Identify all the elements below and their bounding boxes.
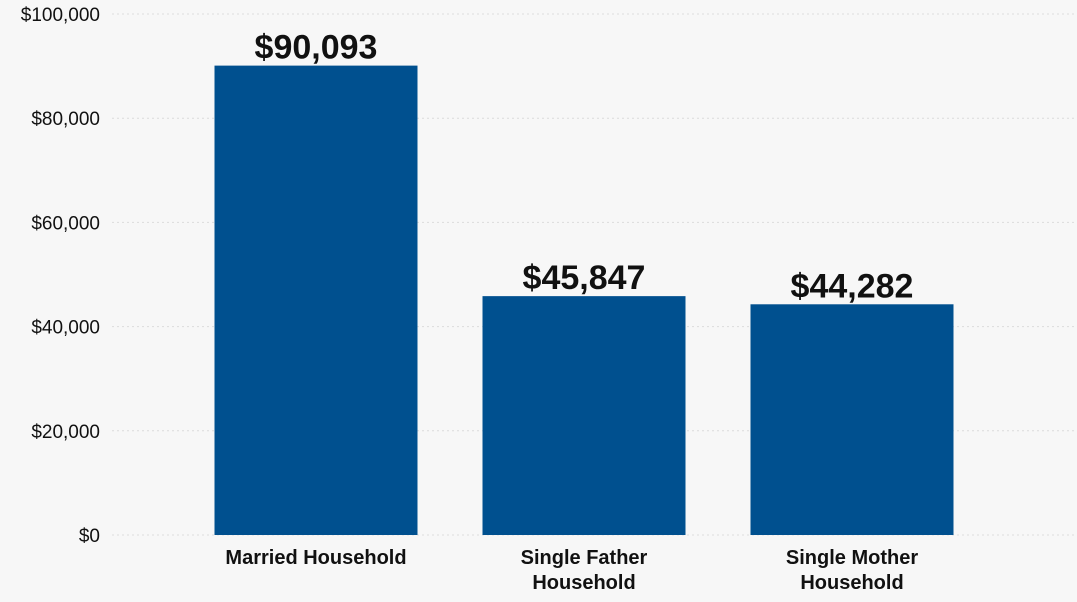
y-axis-ticks: $0 $20,000 $40,000 $60,000 $80,000 $100,000 bbox=[21, 5, 100, 547]
data-label: $45,847 bbox=[523, 259, 646, 297]
y-tick-label: $20,000 bbox=[31, 422, 100, 443]
data-labels: $90,093 $45,847 $44,282 bbox=[255, 29, 914, 306]
data-label: $44,282 bbox=[791, 267, 914, 305]
bar bbox=[482, 296, 686, 535]
y-tick-label: $0 bbox=[79, 526, 100, 547]
y-tick-label: $40,000 bbox=[31, 318, 100, 339]
x-axis-ticks: Married Household Single Father Household S… bbox=[225, 547, 918, 594]
x-tick-label: Single Mother bbox=[786, 547, 918, 569]
x-tick-label: Household bbox=[532, 572, 635, 594]
data-label: $90,093 bbox=[255, 29, 378, 67]
x-tick-label: Married Household bbox=[225, 547, 406, 569]
x-tick-label: Household bbox=[800, 572, 903, 594]
bars bbox=[214, 65, 954, 535]
x-tick-label: Single Father bbox=[521, 547, 648, 569]
y-tick-label: $80,000 bbox=[31, 109, 100, 130]
y-tick-label: $60,000 bbox=[31, 213, 100, 234]
bar bbox=[750, 304, 954, 535]
bar bbox=[214, 65, 418, 535]
y-tick-label: $100,000 bbox=[21, 5, 100, 26]
